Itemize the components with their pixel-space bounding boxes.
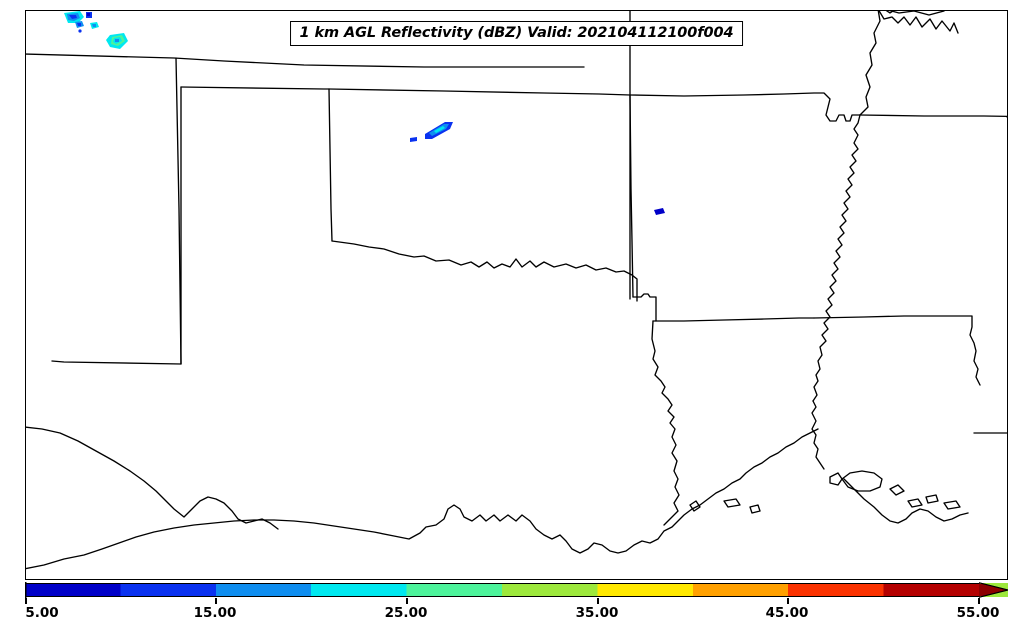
barrier-island-3 xyxy=(749,504,762,515)
colorbar-scale xyxy=(25,582,1008,598)
cb-outline-top xyxy=(25,582,979,584)
cb-ticklabel-15: 15.00 xyxy=(193,605,237,621)
border-mo-tn-ky xyxy=(859,11,882,117)
cb-band-0 xyxy=(25,583,121,597)
colorbar-gradient[interactable] xyxy=(25,582,1008,598)
map-canvas xyxy=(26,11,1007,570)
colorbar[interactable]: 5.00 15.00 25.00 35.00 45.00 55.00 xyxy=(0,580,1033,633)
state-borders-layer xyxy=(26,11,1007,570)
cb-band-1 xyxy=(120,583,216,597)
cb-tick-1 xyxy=(215,598,217,604)
cb-ticklabel-35: 35.00 xyxy=(575,605,619,621)
border-ok-panhandle-east xyxy=(328,88,334,243)
cb-band-5 xyxy=(502,583,598,597)
border-ks-ok xyxy=(328,88,632,97)
lake-pontchartrain xyxy=(841,470,884,493)
border-ok-tx-red-river xyxy=(331,240,639,303)
radar-echo-nm-5 xyxy=(78,29,83,34)
lake-maurepas xyxy=(829,472,844,487)
delta-island-3 xyxy=(925,494,940,505)
radar-echo-nm-6 xyxy=(106,33,129,50)
colorbar-bands xyxy=(25,582,1008,598)
radar-echo-nm-4 xyxy=(90,22,100,30)
cb-tick-5 xyxy=(978,598,980,604)
border-co-nm xyxy=(26,53,586,69)
border-il-ky xyxy=(885,11,896,15)
cb-outline-bottom xyxy=(25,596,979,598)
border-ok-ar xyxy=(629,94,635,299)
map-panel[interactable]: 1 km AGL Reflectivity (dBZ) Valid: 20210… xyxy=(25,10,1008,580)
radar-echo-nm-3 xyxy=(75,21,85,29)
radar-echo-layer xyxy=(64,11,666,216)
cb-band-9 xyxy=(883,583,979,597)
border-ky-tn xyxy=(878,11,960,35)
cb-band-6 xyxy=(597,583,693,597)
barrier-island-1 xyxy=(689,500,702,513)
border-tx-coast-inner xyxy=(26,426,280,531)
border-la-tx-sabine xyxy=(651,320,681,527)
border-la-ms-north xyxy=(813,315,982,387)
cb-extend-outline xyxy=(978,582,1008,598)
border-nm-east xyxy=(51,57,183,366)
cb-ticklabel-5: 5.00 xyxy=(25,605,59,621)
cb-tick-0 xyxy=(25,598,27,604)
border-mississippi-river-ar xyxy=(812,114,862,403)
border-ok-panhandle-north xyxy=(180,86,331,91)
border-ar-la xyxy=(652,317,816,323)
colorbar-axis: 5.00 15.00 25.00 35.00 45.00 55.00 xyxy=(25,598,1008,632)
cb-extend-arrow xyxy=(979,583,1008,597)
radar-echo-ks-ok xyxy=(410,122,454,143)
cb-ticklabel-25: 25.00 xyxy=(384,605,428,621)
cb-band-4 xyxy=(406,583,502,597)
radar-echo-nm-1 xyxy=(64,11,85,24)
cb-outline-left xyxy=(25,582,27,598)
border-ar-southwest-step xyxy=(632,293,658,323)
border-tn-ms xyxy=(859,114,1007,118)
cb-band-8 xyxy=(788,583,884,597)
plot-title: 1 km AGL Reflectivity (dBZ) Valid: 20210… xyxy=(289,21,744,46)
barrier-island-2 xyxy=(723,498,742,509)
coastline-gulf-of-mexico xyxy=(26,428,820,570)
border-ms-la xyxy=(811,400,826,471)
radar-echo-arkansas xyxy=(654,208,666,216)
radar-echo-nm-2 xyxy=(86,12,93,19)
delta-island-2 xyxy=(907,498,924,509)
cb-tick-3 xyxy=(597,598,599,604)
border-mo-il-north xyxy=(887,11,946,17)
cb-ticklabel-55: 55.00 xyxy=(956,605,1000,621)
delta-island-1 xyxy=(889,484,906,497)
border-al-coast xyxy=(973,432,1007,435)
border-mo-ar xyxy=(629,92,862,123)
mississippi-delta xyxy=(843,478,970,525)
cb-band-7 xyxy=(692,583,789,597)
cb-band-2 xyxy=(215,583,312,597)
cb-tick-4 xyxy=(787,598,789,604)
cb-ticklabel-45: 45.00 xyxy=(765,605,809,621)
cb-tick-2 xyxy=(406,598,408,604)
cb-band-3 xyxy=(311,583,407,597)
delta-island-4 xyxy=(943,500,962,511)
